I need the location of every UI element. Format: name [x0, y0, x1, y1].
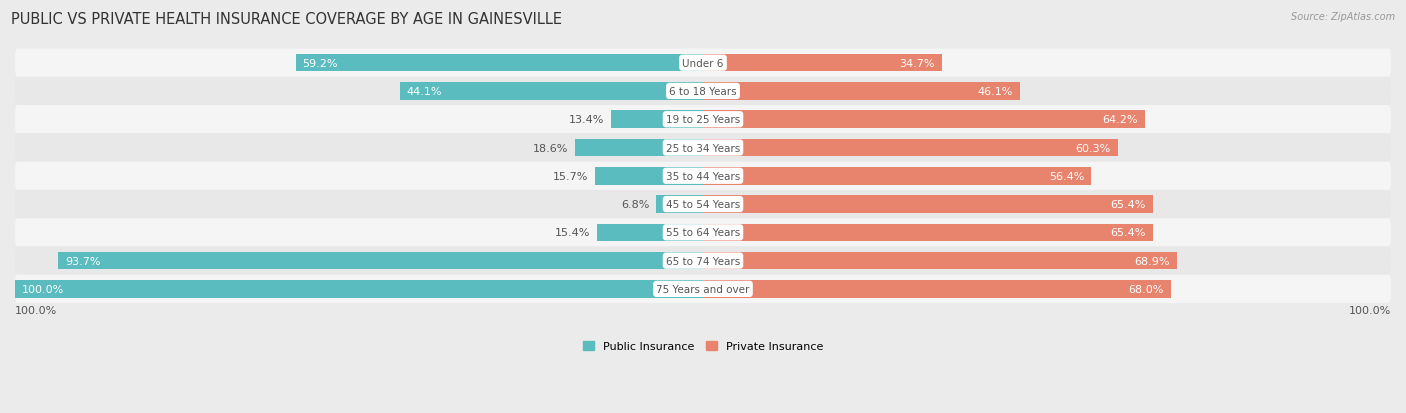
Bar	[595, 168, 703, 185]
Text: 68.9%: 68.9%	[1135, 256, 1170, 266]
Bar	[59, 252, 703, 270]
Bar	[657, 196, 703, 213]
Text: 19 to 25 Years: 19 to 25 Years	[666, 115, 740, 125]
Text: 15.4%: 15.4%	[555, 228, 591, 238]
Text: 75 Years and over: 75 Years and over	[657, 284, 749, 294]
Text: 59.2%: 59.2%	[302, 59, 337, 69]
Text: 18.6%: 18.6%	[533, 143, 568, 153]
Bar	[610, 111, 703, 129]
Text: 65.4%: 65.4%	[1111, 199, 1146, 209]
Bar	[703, 55, 942, 72]
Bar	[703, 83, 1021, 100]
Text: 6 to 18 Years: 6 to 18 Years	[669, 87, 737, 97]
Text: PUBLIC VS PRIVATE HEALTH INSURANCE COVERAGE BY AGE IN GAINESVILLE: PUBLIC VS PRIVATE HEALTH INSURANCE COVER…	[11, 12, 562, 27]
Bar	[295, 55, 703, 72]
Text: 55 to 64 Years: 55 to 64 Years	[666, 228, 740, 238]
Bar	[703, 252, 1177, 270]
Text: 6.8%: 6.8%	[621, 199, 650, 209]
Text: Under 6: Under 6	[682, 59, 724, 69]
Text: 25 to 34 Years: 25 to 34 Years	[666, 143, 740, 153]
Text: 68.0%: 68.0%	[1129, 284, 1164, 294]
FancyBboxPatch shape	[15, 78, 1391, 106]
Text: 35 to 44 Years: 35 to 44 Years	[666, 171, 740, 181]
FancyBboxPatch shape	[15, 218, 1391, 247]
Bar	[399, 83, 703, 100]
Text: 60.3%: 60.3%	[1076, 143, 1111, 153]
Text: 65 to 74 Years: 65 to 74 Years	[666, 256, 740, 266]
Text: 93.7%: 93.7%	[65, 256, 101, 266]
Bar	[703, 168, 1091, 185]
FancyBboxPatch shape	[15, 134, 1391, 162]
Text: 46.1%: 46.1%	[979, 87, 1014, 97]
FancyBboxPatch shape	[15, 190, 1391, 218]
Text: Source: ZipAtlas.com: Source: ZipAtlas.com	[1291, 12, 1395, 22]
Text: 45 to 54 Years: 45 to 54 Years	[666, 199, 740, 209]
FancyBboxPatch shape	[15, 106, 1391, 134]
Text: 100.0%: 100.0%	[22, 284, 65, 294]
Text: 100.0%: 100.0%	[1348, 305, 1391, 315]
Text: 100.0%: 100.0%	[15, 305, 58, 315]
FancyBboxPatch shape	[15, 50, 1391, 78]
Text: 65.4%: 65.4%	[1111, 228, 1146, 238]
FancyBboxPatch shape	[15, 162, 1391, 190]
Text: 34.7%: 34.7%	[900, 59, 935, 69]
Bar	[575, 140, 703, 157]
Bar	[598, 224, 703, 242]
Bar	[15, 280, 703, 298]
Legend: Public Insurance, Private Insurance: Public Insurance, Private Insurance	[579, 337, 827, 356]
FancyBboxPatch shape	[15, 275, 1391, 303]
FancyBboxPatch shape	[15, 247, 1391, 275]
Bar	[703, 140, 1118, 157]
Text: 15.7%: 15.7%	[553, 171, 588, 181]
Bar	[703, 280, 1171, 298]
Text: 44.1%: 44.1%	[406, 87, 441, 97]
Bar	[703, 196, 1153, 213]
Text: 64.2%: 64.2%	[1102, 115, 1137, 125]
Text: 13.4%: 13.4%	[568, 115, 605, 125]
Bar	[703, 111, 1144, 129]
Text: 56.4%: 56.4%	[1049, 171, 1084, 181]
Bar	[703, 224, 1153, 242]
